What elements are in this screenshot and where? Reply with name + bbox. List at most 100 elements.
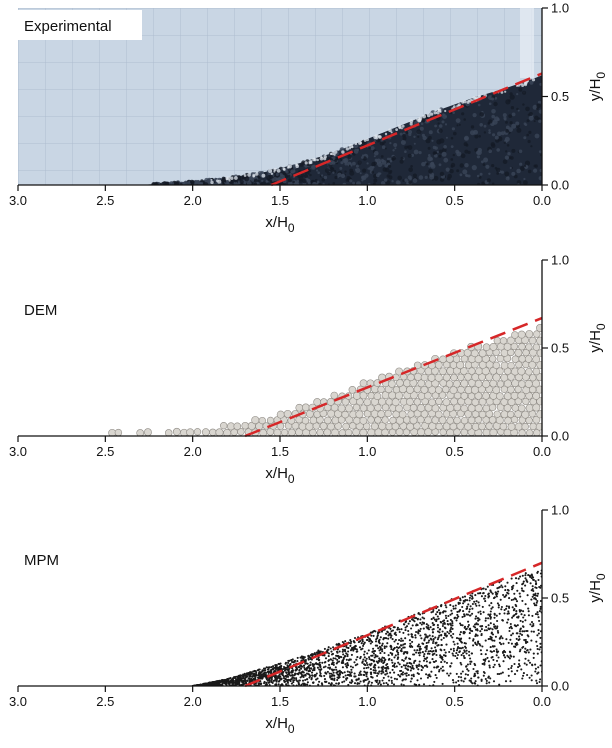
granular-grain — [304, 174, 308, 178]
granular-grain — [307, 172, 310, 175]
mpm-point — [438, 611, 442, 614]
granular-grain — [519, 162, 523, 166]
mpm-point — [422, 683, 426, 686]
mpm-point — [451, 620, 454, 623]
dem-particle — [450, 373, 458, 382]
mpm-point — [285, 683, 288, 686]
granular-grain — [533, 168, 538, 173]
mpm-point — [513, 662, 516, 666]
mpm-point — [431, 610, 435, 613]
granular-grain — [239, 179, 244, 184]
dem-particle — [413, 422, 421, 430]
mpm-point — [397, 673, 400, 676]
mpm-point — [490, 607, 493, 610]
mpm-point — [319, 672, 322, 675]
mpm-point — [506, 588, 509, 591]
mpm-point — [386, 672, 389, 675]
dem-particle — [295, 403, 304, 412]
granular-grain — [526, 133, 529, 137]
dem-particle — [510, 391, 519, 400]
granular-grain — [383, 141, 386, 144]
mpm-point — [234, 679, 237, 682]
mpm-point — [470, 680, 473, 684]
dem-particle — [377, 410, 386, 418]
dem-particle — [392, 386, 401, 394]
mpm-point — [244, 674, 247, 677]
dem-particle — [532, 403, 541, 412]
mpm-point — [518, 664, 521, 667]
dem-particle — [434, 386, 443, 394]
mpm-point — [439, 648, 442, 651]
granular-grain — [505, 150, 508, 153]
granular-grain — [366, 162, 369, 165]
mpm-point — [341, 660, 344, 663]
x-tick-label: 0.0 — [533, 193, 551, 208]
mpm-point — [465, 665, 468, 668]
mpm-point — [419, 621, 422, 625]
granular-grain — [441, 120, 445, 124]
mpm-point — [383, 657, 386, 660]
mpm-point — [345, 677, 348, 680]
mpm-point — [385, 645, 388, 648]
mpm-point — [524, 574, 527, 577]
granular-grain — [388, 157, 392, 161]
x-tick-label: 0.0 — [533, 694, 551, 709]
granular-grain — [386, 174, 390, 178]
dem-particle — [417, 404, 426, 412]
granular-grain — [324, 168, 330, 173]
dem-particle — [363, 398, 372, 407]
mpm-point — [535, 682, 539, 685]
mpm-point — [489, 610, 492, 613]
mpm-point — [327, 648, 330, 651]
granular-grain — [530, 145, 533, 148]
mpm-point — [479, 610, 482, 613]
x-tick-label: 2.0 — [184, 694, 202, 709]
mpm-point — [390, 659, 393, 662]
granular-grain — [503, 141, 506, 144]
mpm-point — [446, 620, 449, 623]
granular-grain — [455, 118, 461, 123]
mpm-point — [539, 678, 542, 681]
granular-grain — [384, 178, 388, 182]
mpm-point — [349, 642, 352, 645]
mpm-point — [474, 594, 477, 597]
granular-grain — [524, 160, 531, 166]
granular-grain — [391, 156, 397, 161]
mpm-point — [330, 672, 333, 675]
mpm-point — [472, 667, 475, 671]
mpm-point — [531, 614, 534, 617]
dem-particle — [435, 397, 443, 406]
mpm-point — [318, 664, 321, 667]
mpm-point — [278, 665, 282, 668]
granular-grain — [477, 103, 481, 107]
mpm-point — [461, 646, 464, 649]
dem-particle — [532, 355, 541, 364]
dem-particle — [413, 398, 421, 406]
mpm-point — [282, 677, 286, 680]
dem-particle — [438, 391, 447, 399]
mpm-point — [411, 664, 414, 667]
mpm-point — [235, 683, 238, 686]
mpm-point — [479, 649, 482, 652]
mpm-point — [419, 677, 423, 680]
mpm-point — [496, 629, 499, 633]
dem-particle — [326, 398, 335, 406]
granular-grain — [470, 130, 475, 136]
mpm-point — [237, 681, 240, 684]
mpm-point — [416, 618, 419, 621]
mpm-point — [283, 679, 286, 682]
dem-particle — [500, 361, 509, 370]
mpm-point — [351, 646, 354, 649]
mpm-point — [393, 662, 396, 665]
mpm-point — [289, 680, 292, 683]
x-tick-label: 2.0 — [184, 193, 202, 208]
dem-particle — [482, 428, 491, 436]
y-tick-label: 0.5 — [551, 89, 569, 104]
mpm-point — [347, 647, 350, 650]
mpm-point — [263, 680, 266, 683]
mpm-point — [440, 661, 443, 664]
mpm-point — [370, 639, 373, 642]
mpm-point — [524, 647, 527, 650]
granular-grain — [378, 135, 382, 139]
dem-particle — [114, 428, 123, 436]
